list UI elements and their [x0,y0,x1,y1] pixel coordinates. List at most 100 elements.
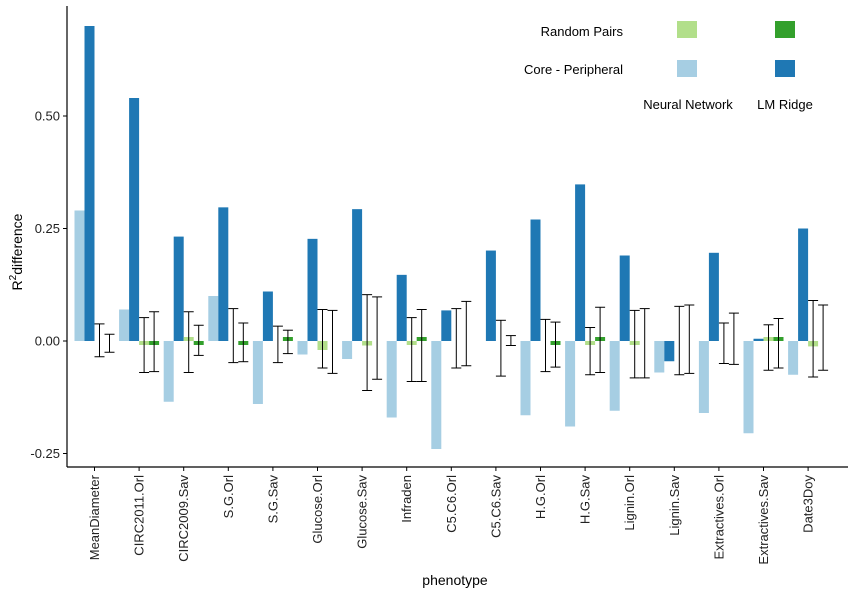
bar-cp_nn-S.G.Sav [252,341,263,404]
legend-swatch-cp-lm [775,60,795,77]
errorbar-rp-nn-H.G.Sav [585,327,596,376]
errorbar-rp-lm-S.G.Orl [238,322,249,363]
errorbar-rp-lm-Lignin.Orl [639,308,650,379]
y-tick-label: 0.50 [35,109,60,124]
x-axis-title: phenotype [422,572,488,588]
bar-cp_lm-S.G.Orl [218,207,229,341]
bar-cp_lm-Lignin.Orl [619,255,630,341]
errorbar-rp-nn-Lignin.Orl [629,309,640,379]
y-tick-label: 0.00 [35,334,60,349]
x-tick-label-H.G.Sav: H.G.Sav [578,475,593,525]
y-axis-title-rest: difference [9,213,25,274]
bar-cp_nn-H.G.Orl [520,341,531,416]
errorbar-rp-lm-Date3Doy [818,304,829,371]
bar-cp_nn-Lignin.Orl [609,341,620,411]
bar-cp_lm-C5.C6.Sav [485,250,496,341]
bar-cp_lm-CIRC2011.Orl [129,98,140,341]
errorbar-rp-nn-Extractives.Sav [763,324,774,371]
legend-row-random-pairs: Random Pairs [541,24,624,39]
bar-cp_nn-Extractives.Orl [698,341,709,413]
bar-cp_lm-Date3Doy [798,228,809,341]
bar-cp_nn-Extractives.Sav [743,341,754,434]
error-bars [94,294,829,391]
x-tick-label-H.G.Orl: H.G.Orl [533,475,548,519]
errorbar-rp-nn-MeanDiameter [94,323,105,358]
legend: Random Pairs Core - Peripheral Neural Ne… [524,21,813,112]
errorbar-rp-lm-S.G.Sav [282,329,293,355]
bar-cp_lm-Glucose.Sav [352,209,363,341]
errorbar-rp-lm-Extractives.Sav [773,318,784,369]
bar-cp_lm-H.G.Sav [575,184,586,341]
x-tick-label-Glucose.Orl: Glucose.Orl [310,475,325,544]
x-tick-label-Extractives.Sav: Extractives.Sav [756,475,771,565]
legend-swatch-rp-lm [775,21,795,38]
bar-cp_nn-Glucose.Orl [297,341,308,355]
errorbar-rp-lm-CIRC2009.Sav [193,324,204,356]
bar-cp_nn-Infraden [386,341,397,418]
x-tick-label-CIRC2011.Orl: CIRC2011.Orl [132,475,147,556]
x-tick-label-Infraden: Infraden [399,475,414,523]
bar-cp_lm-CIRC2009.Sav [173,236,184,341]
bar-cp_nn-H.G.Sav [565,341,576,427]
x-tick-label-CIRC2009.Sav: CIRC2009.Sav [176,475,191,562]
bar-cp_nn-Lignin.Sav [654,341,665,373]
errorbar-rp-nn-Glucose.Sav [362,294,373,391]
errorbar-rp-nn-Lignin.Sav [674,305,685,376]
errorbar-rp-nn-Glucose.Orl [317,309,328,369]
bar-cp_nn-C5.C6.Orl [431,341,442,449]
x-tick-label-C5.C6.Orl: C5.C6.Orl [444,475,459,533]
legend-col-lm-ridge: LM Ridge [757,97,813,112]
bar-cp_lm-Extractives.Orl [708,252,719,341]
legend-col-neural-network: Neural Network [643,97,733,112]
legend-swatch-cp-nn [677,60,697,77]
errorbar-rp-lm-Glucose.Orl [327,309,338,374]
y-tick-label: 0.25 [35,221,60,236]
errorbar-rp-lm-H.G.Sav [595,306,606,373]
legend-swatch-rp-nn [677,21,697,38]
bars [74,26,819,449]
bar-cp_nn-CIRC2011.Orl [119,309,130,341]
errorbar-rp-nn-Infraden [406,317,417,382]
bar-cp_lm-Infraden [396,274,407,341]
errorbar-rp-nn-CIRC2011.Orl [139,317,150,373]
errorbar-rp-nn-Date3Doy [808,300,819,378]
x-tick-label-Lignin.Sav: Lignin.Sav [667,475,682,536]
errorbar-rp-lm-MeanDiameter [104,333,115,353]
x-tick-label-Glucose.Sav: Glucose.Sav [355,475,370,549]
y-axis-title-main: R [9,280,25,290]
y-axis-title-sup: 2 [8,274,19,280]
y-axis-title: R2difference [8,213,25,290]
errorbar-rp-nn-S.G.Orl [228,308,239,364]
errorbar-rp-lm-H.G.Orl [550,321,561,368]
errorbar-rp-nn-C5.C6.Sav [495,319,506,377]
errorbar-rp-nn-CIRC2009.Sav [183,311,194,373]
errorbar-rp-lm-C5.C6.Orl [461,300,472,367]
bar-cp_nn-Glucose.Sav [342,341,353,359]
bar-cp_lm-S.G.Sav [262,291,273,341]
x-tick-label-MeanDiameter: MeanDiameter [87,474,102,560]
errorbar-rp-lm-Extractives.Orl [728,312,739,365]
errorbar-rp-lm-Glucose.Sav [372,296,383,380]
bar-cp_lm-MeanDiameter [84,26,95,341]
x-tick-label-S.G.Orl: S.G.Orl [221,475,236,518]
bar-cp_nn-CIRC2009.Sav [163,341,174,402]
x-tick-label-S.G.Sav: S.G.Sav [265,475,280,524]
errorbar-rp-nn-Extractives.Orl [718,322,729,364]
bar-cp_lm-C5.C6.Orl [441,310,452,341]
errorbar-rp-lm-Infraden [416,309,427,382]
x-tick-label-Extractives.Orl: Extractives.Orl [711,475,726,560]
bar-cp_lm-Lignin.Sav [664,341,675,362]
x-tick-label-C5.C6.Sav: C5.C6.Sav [488,475,503,538]
legend-row-core-peripheral: Core - Peripheral [524,62,623,77]
x-tick-label-Date3Doy: Date3Doy [801,475,816,533]
errorbar-rp-nn-S.G.Sav [272,325,283,364]
y-tick-label: -0.25 [30,446,60,461]
errorbar-rp-nn-C5.C6.Orl [451,308,462,369]
errorbar-rp-lm-Lignin.Sav [684,304,695,374]
bar-cp_lm-Glucose.Orl [307,238,318,341]
bar-cp_nn-MeanDiameter [74,210,85,341]
x-tick-label-Lignin.Orl: Lignin.Orl [622,475,637,531]
bar-cp_nn-Date3Doy [788,341,799,375]
errorbar-rp-nn-H.G.Orl [540,318,551,373]
bar-cp_nn-S.G.Orl [208,296,219,341]
